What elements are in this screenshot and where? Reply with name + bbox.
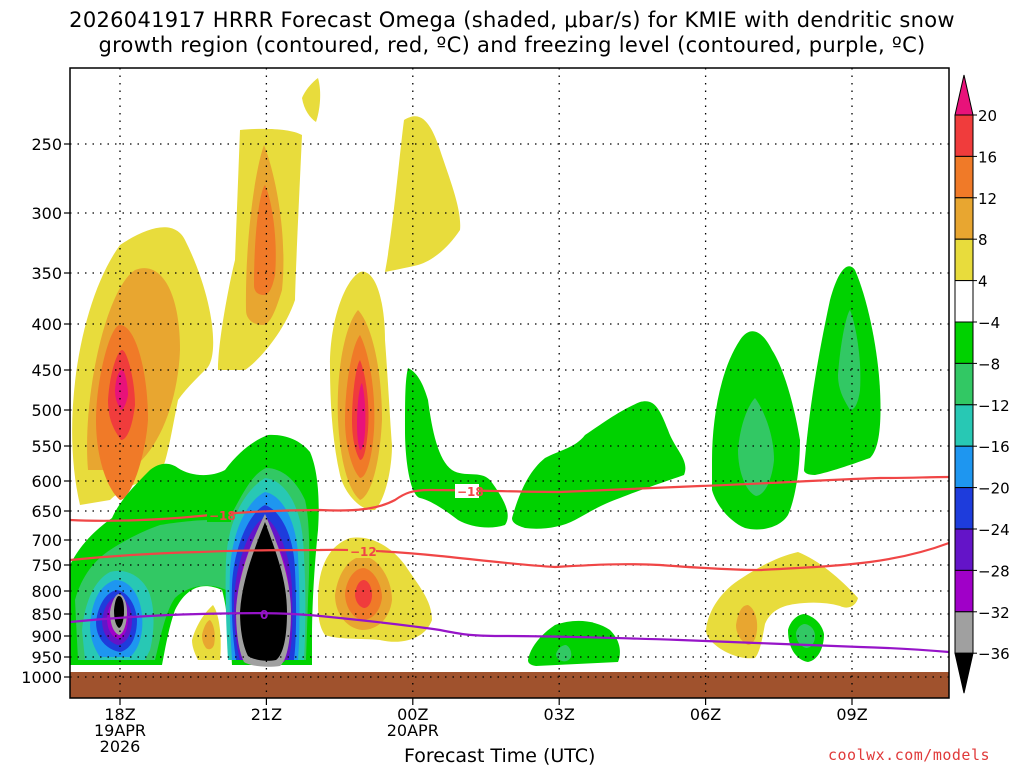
ytick-label-450: 450 [31, 361, 62, 380]
colorbar-bin-12 [954, 569, 974, 613]
colorbar-bin-4 [954, 238, 974, 282]
omega-blob-top-small [302, 78, 321, 122]
colorbar-bin-11 [954, 528, 974, 571]
xtick-label-18Z: 18Z [104, 705, 135, 724]
omega-teal-low-03z [556, 645, 572, 662]
colorbar-label-7: −12 [978, 397, 1010, 415]
colorbar-bin-10 [954, 487, 974, 530]
plot-frame [69, 67, 950, 699]
colorbar-label-13: −36 [978, 645, 1010, 663]
ytick-label-700: 700 [31, 531, 62, 550]
omega-blob-upper-21z-l3 [254, 185, 276, 295]
ytick-label-650: 650 [31, 502, 62, 521]
ytick-label-400: 400 [31, 315, 62, 334]
colorbar-bin-1 [954, 114, 974, 157]
time-gridlines [119, 68, 853, 698]
colorbar-bin-8 [954, 404, 974, 447]
xtick-label-06Z: 06Z [690, 705, 721, 724]
ytick-label-250: 250 [31, 135, 62, 154]
chart-title-line-2: growth region (contoured, red, ºC) and f… [98, 33, 926, 57]
omega-green-low-03z [528, 620, 620, 666]
contour-label-minus12: −12 [350, 545, 377, 559]
y-axis: 250 300 350 400 450 500 550 600 650 700 750 800 850 9… [21, 135, 70, 687]
colorbar-label-0: 20 [978, 107, 997, 125]
contour-label-minus18-b: −18 [457, 485, 484, 499]
site-credit[interactable]: coolwx.com/models [828, 746, 991, 764]
omega-blob-mid-23z-l5 [357, 383, 366, 450]
ytick-label-500: 500 [31, 401, 62, 420]
ytick-label-850: 850 [31, 605, 62, 624]
ytick-label-550: 550 [31, 437, 62, 456]
contour-minus12 [70, 541, 949, 572]
ytick-label-800: 800 [31, 582, 62, 601]
xtick-label-09Z: 09Z [836, 705, 867, 724]
xtick-label-00Z: 00Z [397, 705, 428, 724]
colorbar-bin-9 [954, 445, 974, 489]
omega-black-low-18z [114, 596, 124, 628]
xtick-label-03Z: 03Z [544, 705, 575, 724]
omega-green-09z-l2 [838, 310, 861, 410]
colorbar-bin-3 [954, 197, 974, 240]
contour-label-zero: 0 [260, 608, 268, 622]
contour-label-minus18-a: −18 [209, 509, 236, 523]
xtick-label-21Z: 21Z [251, 705, 282, 724]
omega-green-01z [405, 368, 508, 528]
colorbar-arrow-bottom [954, 652, 974, 694]
ytick-label-350: 350 [31, 264, 62, 283]
ytick-label-600: 600 [31, 472, 62, 491]
colorbar-bin-13 [954, 611, 974, 654]
colorbar-label-3: 8 [978, 231, 988, 249]
colorbar-label-11: −28 [978, 562, 1010, 580]
ytick-label-1000: 1000 [21, 668, 62, 687]
colorbar-label-10: −24 [978, 521, 1010, 539]
omega-low-20z-l2 [202, 620, 215, 650]
xtick-date-00Z: 20APR [387, 721, 439, 740]
colorbar-label-1: 16 [978, 148, 997, 166]
colorbar: 20 16 12 8 4 −4 −8 −12 −16 −20 −24 −28 −32 −36 [954, 74, 1010, 694]
omega-green-07z-l2 [738, 398, 774, 496]
colorbar-bin-6 [954, 321, 974, 364]
omega-field [70, 78, 881, 667]
ytick-label-900: 900 [31, 627, 62, 646]
chart-title-line-1: 2026041917 HRRR Forecast Omega (shaded, … [69, 8, 955, 32]
ytick-label-950: 950 [31, 648, 62, 667]
colorbar-label-9: −20 [978, 480, 1010, 498]
x-axis-title: Forecast Time (UTC) [404, 745, 596, 767]
omega-green-03z-05z [512, 401, 686, 529]
colorbar-bin-7 [954, 362, 974, 406]
omega-low-07z-l2 [736, 605, 758, 645]
colorbar-label-8: −16 [978, 438, 1010, 456]
colorbar-label-2: 12 [978, 190, 997, 208]
colorbar-arrow-top [954, 74, 974, 116]
omega-low-23z-l4 [355, 580, 372, 608]
contour-freezing-0 [70, 612, 949, 654]
ytick-label-300: 300 [31, 204, 62, 223]
xtick-year-18Z: 2026 [100, 737, 141, 756]
colorbar-label-4: 4 [978, 273, 988, 291]
ytick-label-750: 750 [31, 556, 62, 575]
xtick-date-18Z: 19APR [94, 721, 146, 740]
colorbar-label-6: −8 [978, 355, 1000, 373]
omega-blob-upper-18z-l5 [115, 370, 128, 410]
colorbar-label-5: −4 [978, 314, 1000, 332]
colorbar-label-12: −32 [978, 604, 1010, 622]
colorbar-bin-2 [954, 155, 974, 199]
ground-surface [70, 672, 949, 698]
colorbar-bin-5 [954, 280, 974, 323]
omega-blob-upper-00z [385, 116, 461, 272]
omega-black-core-21z [240, 522, 287, 661]
